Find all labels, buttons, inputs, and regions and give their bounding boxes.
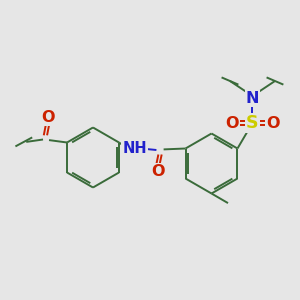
Text: NH: NH (122, 141, 147, 156)
Text: S: S (246, 114, 259, 132)
Text: O: O (266, 116, 280, 130)
Text: O: O (41, 110, 55, 125)
Text: N: N (246, 91, 259, 106)
Text: O: O (225, 116, 239, 130)
Text: O: O (151, 164, 164, 179)
